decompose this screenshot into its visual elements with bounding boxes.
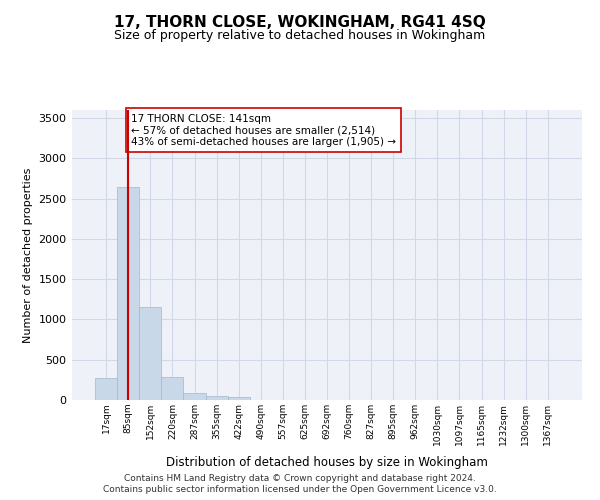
Bar — [227, 397, 250, 400]
Text: Contains HM Land Registry data © Crown copyright and database right 2024.: Contains HM Land Registry data © Crown c… — [124, 474, 476, 483]
Text: 17 THORN CLOSE: 141sqm
← 57% of detached houses are smaller (2,514)
43% of semi-: 17 THORN CLOSE: 141sqm ← 57% of detached… — [131, 114, 396, 147]
Bar — [184, 393, 206, 400]
Text: Contains public sector information licensed under the Open Government Licence v3: Contains public sector information licen… — [103, 485, 497, 494]
Bar — [95, 378, 117, 400]
Bar — [139, 306, 161, 400]
Text: 17, THORN CLOSE, WOKINGHAM, RG41 4SQ: 17, THORN CLOSE, WOKINGHAM, RG41 4SQ — [114, 15, 486, 30]
Text: Size of property relative to detached houses in Wokingham: Size of property relative to detached ho… — [115, 29, 485, 42]
Bar — [117, 188, 139, 400]
Bar — [161, 378, 184, 400]
Y-axis label: Number of detached properties: Number of detached properties — [23, 168, 33, 342]
Bar — [206, 396, 227, 400]
X-axis label: Distribution of detached houses by size in Wokingham: Distribution of detached houses by size … — [166, 456, 488, 469]
